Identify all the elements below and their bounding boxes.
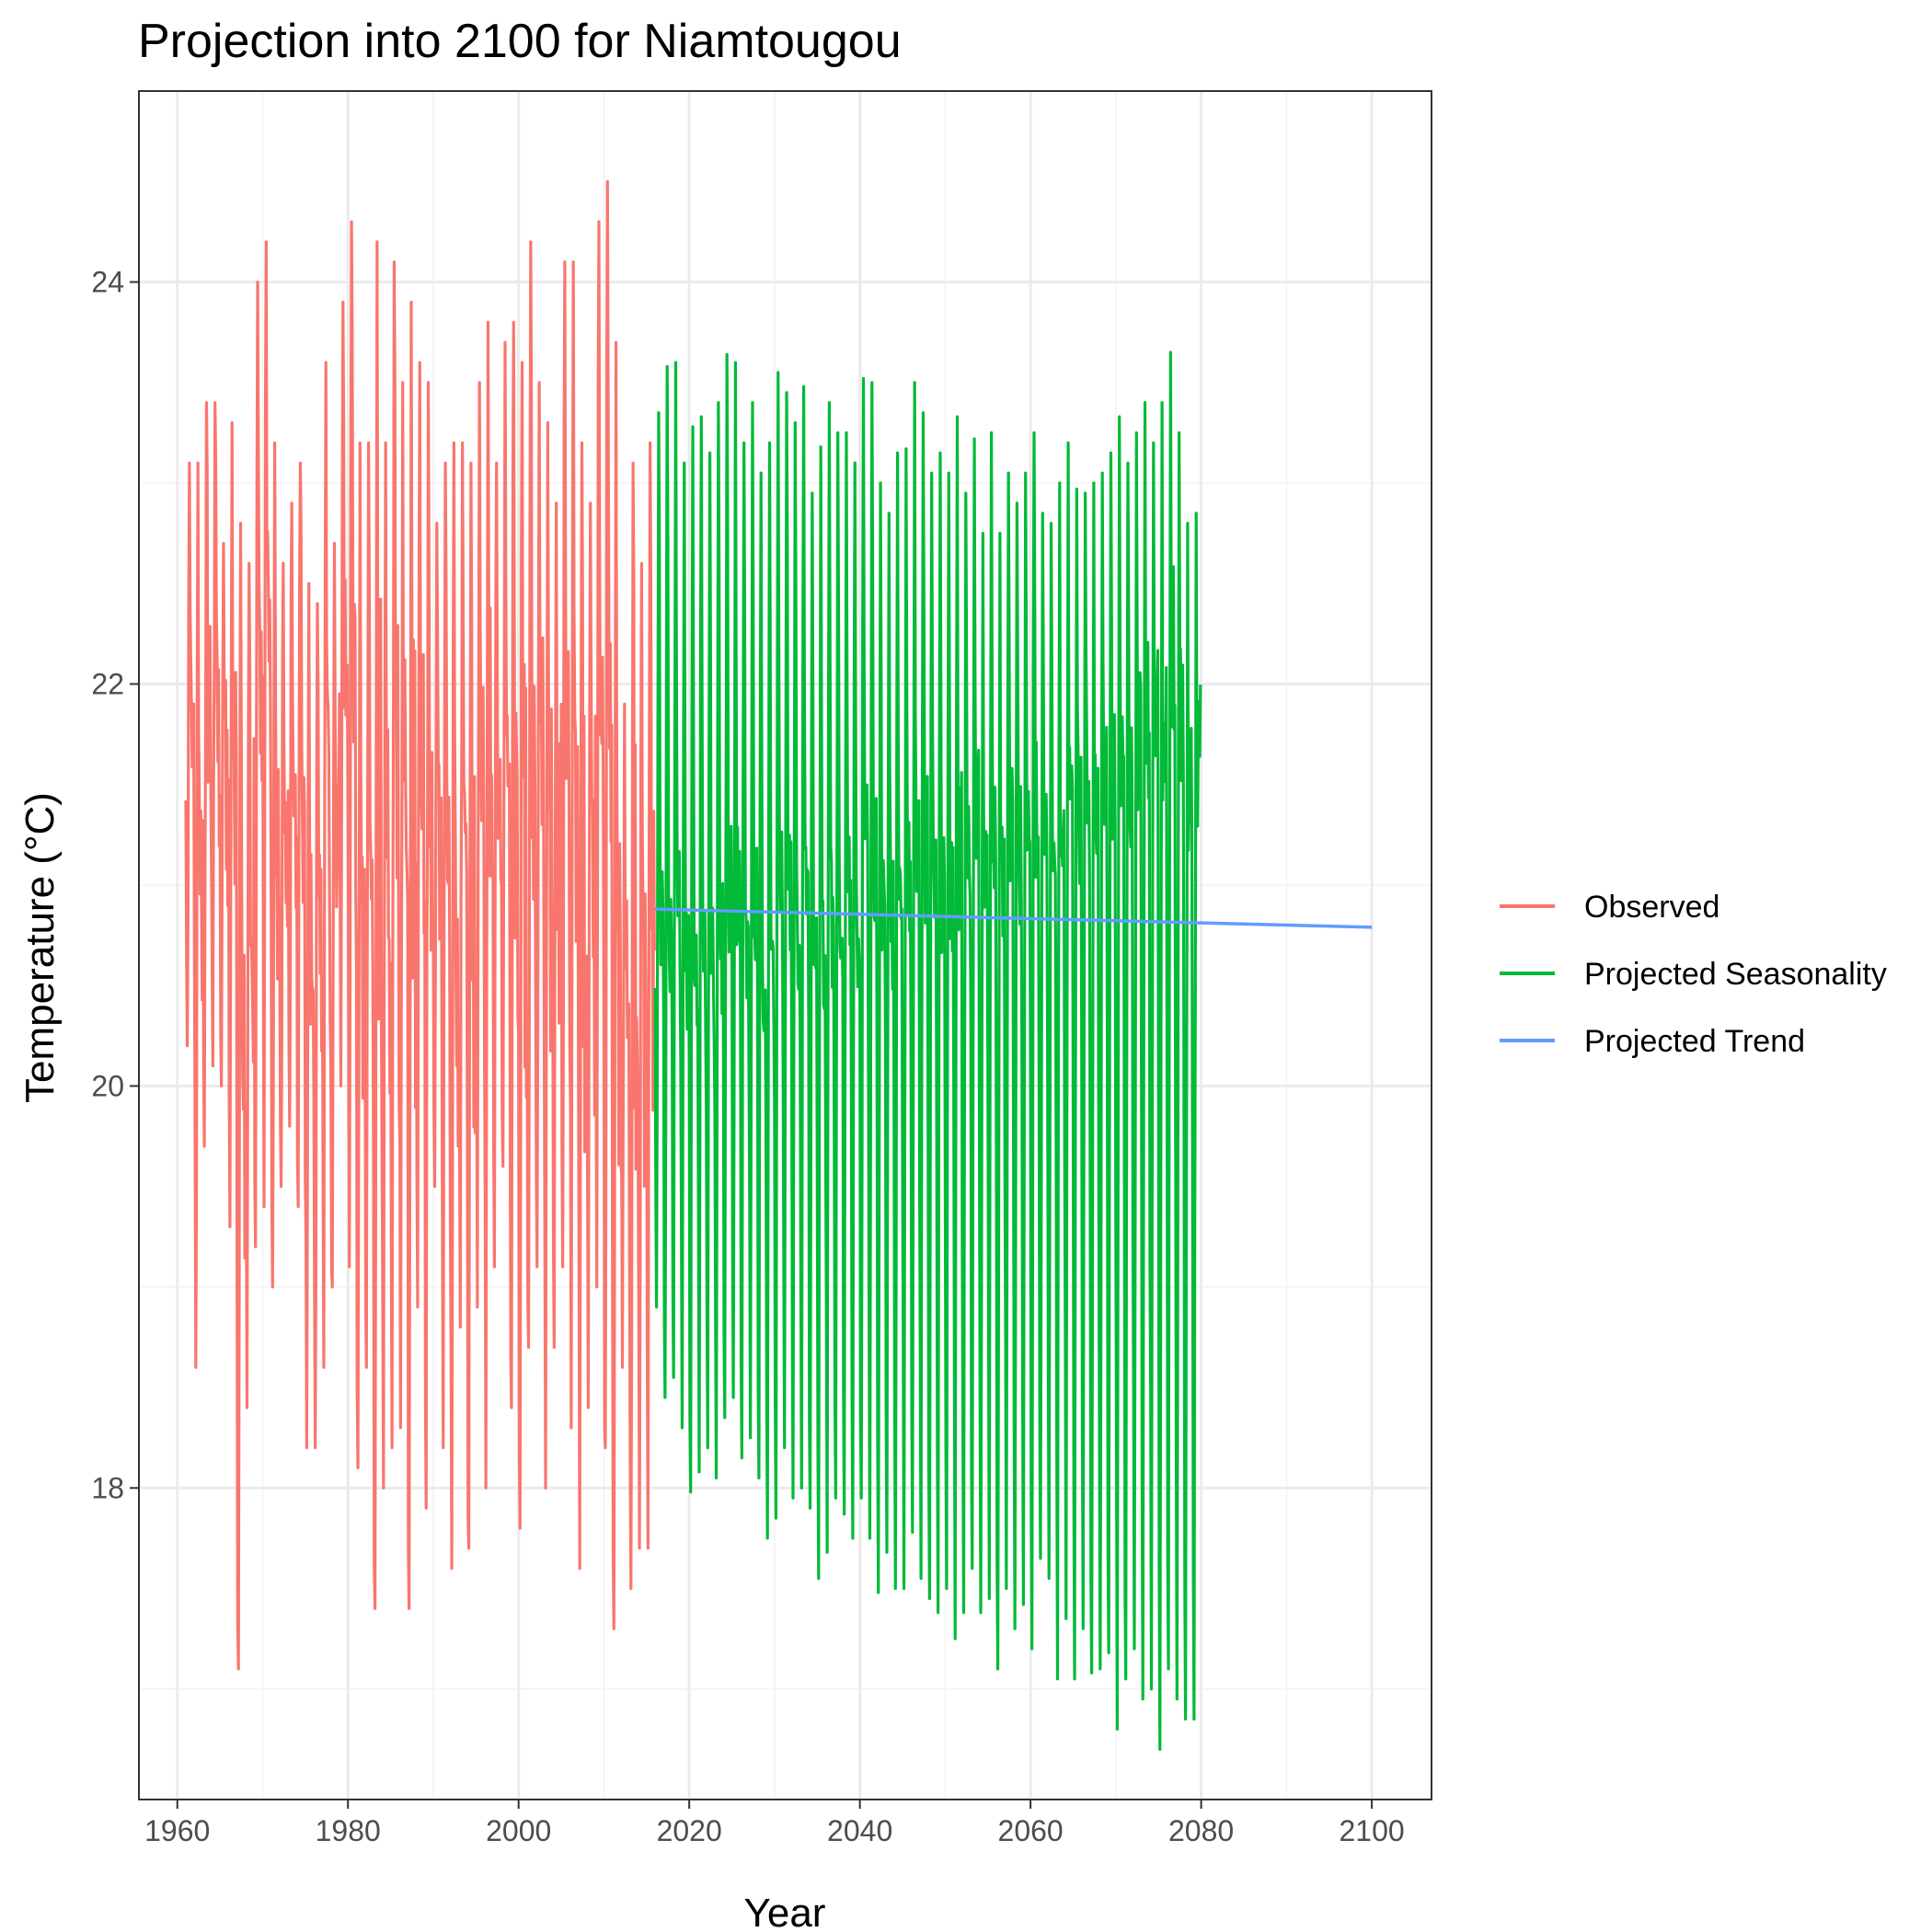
x-tick-label: 2080	[1168, 1814, 1234, 1847]
y-tick-label: 24	[91, 266, 124, 299]
x-tick-label: 2020	[657, 1814, 722, 1847]
chart-title: Projection into 2100 for Niamtougou	[138, 15, 902, 68]
x-tick-label: 1960	[144, 1814, 210, 1847]
y-tick-label: 22	[91, 667, 124, 700]
x-tick-label: 2060	[998, 1814, 1064, 1847]
x-axis-title: Year	[744, 1891, 826, 1932]
y-axis-title: Temperature (°C)	[17, 792, 63, 1103]
legend: Observed Projected Seasonality Projected T…	[1500, 890, 1887, 1059]
projected-seasonality-line	[653, 351, 1202, 1751]
x-tick-label: 2000	[486, 1814, 551, 1847]
legend-label-projected-seasonality: Projected Seasonality	[1584, 957, 1887, 992]
y-axis: 18 20 22 24	[91, 266, 139, 1504]
x-tick-label: 2040	[827, 1814, 892, 1847]
legend-label-projected-trend: Projected Trend	[1584, 1024, 1805, 1059]
projected-trend-line	[655, 907, 1373, 929]
x-tick-label: 1980	[316, 1814, 381, 1847]
y-tick-label: 20	[91, 1069, 124, 1102]
y-tick-label: 18	[91, 1471, 124, 1504]
observed-line	[184, 179, 656, 1671]
legend-label-observed: Observed	[1584, 890, 1719, 925]
x-tick-label: 2100	[1339, 1814, 1404, 1847]
x-axis: 1960 1980 2000 2020 2040 2060 2080 2100	[144, 1800, 1405, 1847]
panel-border	[138, 90, 1432, 1800]
series-layer	[184, 179, 1373, 1751]
